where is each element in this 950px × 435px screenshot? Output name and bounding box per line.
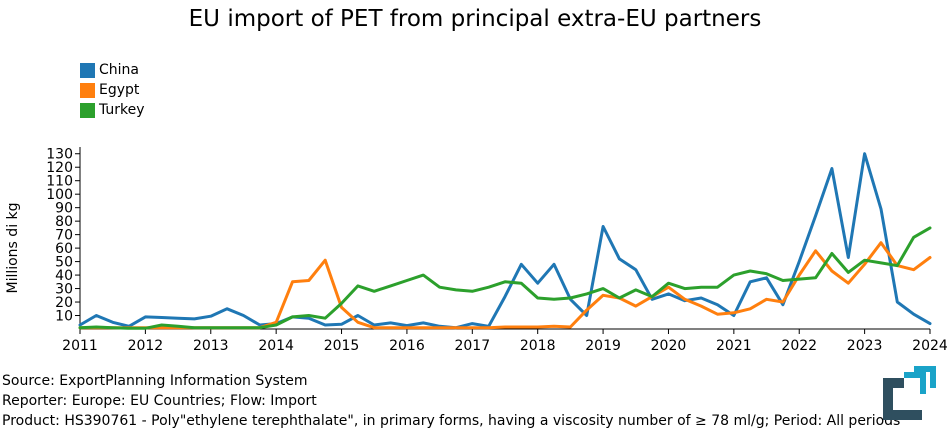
y-axis-label: Millions di kg — [5, 202, 21, 293]
y-tick-label: 130 — [46, 147, 73, 163]
series-line-china — [78, 152, 932, 330]
x-tick-label: 2021 — [716, 338, 752, 354]
footer-source: Source: ExportPlanning Information Syste… — [2, 373, 308, 389]
legend-swatch-china — [80, 62, 95, 78]
legend-label-egypt: Egypt — [99, 82, 140, 98]
x-tick-label: 2016 — [389, 338, 425, 354]
y-tick-label: 40 — [55, 268, 73, 284]
legend: China Egypt Turkey — [80, 60, 145, 120]
y-tick-label: 70 — [55, 228, 73, 244]
y-tick-label: 120 — [46, 160, 73, 176]
x-tick-label: 2020 — [651, 338, 687, 354]
y-tick-label: 110 — [46, 174, 73, 190]
exportplanning-logo-icon — [883, 366, 936, 420]
x-tick-label: 2022 — [781, 338, 817, 354]
chart-title: EU import of PET from principal extra-EU… — [188, 6, 762, 32]
x-tick-label: 2024 — [912, 338, 948, 354]
legend-swatch-turkey — [80, 102, 95, 118]
y-tick-label: 30 — [55, 282, 73, 298]
y-tick-label: 10 — [55, 309, 73, 325]
x-tick-label: 2013 — [193, 338, 229, 354]
y-tick-label: 100 — [46, 187, 73, 203]
y-tick-label: 60 — [55, 241, 73, 257]
x-tick-label: 2019 — [585, 338, 621, 354]
series-line-turkey — [78, 226, 932, 330]
legend-item-china: China — [80, 60, 145, 80]
y-tick-label: 90 — [55, 201, 73, 217]
x-tick-label: 2011 — [62, 338, 98, 354]
x-tick-label: 2012 — [128, 338, 164, 354]
legend-swatch-egypt — [80, 82, 95, 98]
footer-product: Product: HS390761 - Poly"ethylene tereph… — [2, 413, 901, 429]
legend-item-turkey: Turkey — [80, 100, 145, 120]
y-tick-label: 20 — [55, 295, 73, 311]
x-tick-label: 2017 — [454, 338, 490, 354]
x-tick-label: 2023 — [847, 338, 883, 354]
legend-item-egypt: Egypt — [80, 80, 145, 100]
legend-label-china: China — [99, 62, 139, 78]
x-tick-label: 2015 — [324, 338, 360, 354]
footer: Source: ExportPlanning Information Syste… — [2, 371, 950, 431]
y-tick-label: 80 — [55, 214, 73, 230]
footer-reporter: Reporter: Europe: EU Countries; Flow: Im… — [2, 393, 317, 409]
y-tick-label: 50 — [55, 255, 73, 271]
x-tick-label: 2018 — [520, 338, 556, 354]
x-tick-label: 2014 — [258, 338, 294, 354]
legend-label-turkey: Turkey — [99, 102, 145, 118]
